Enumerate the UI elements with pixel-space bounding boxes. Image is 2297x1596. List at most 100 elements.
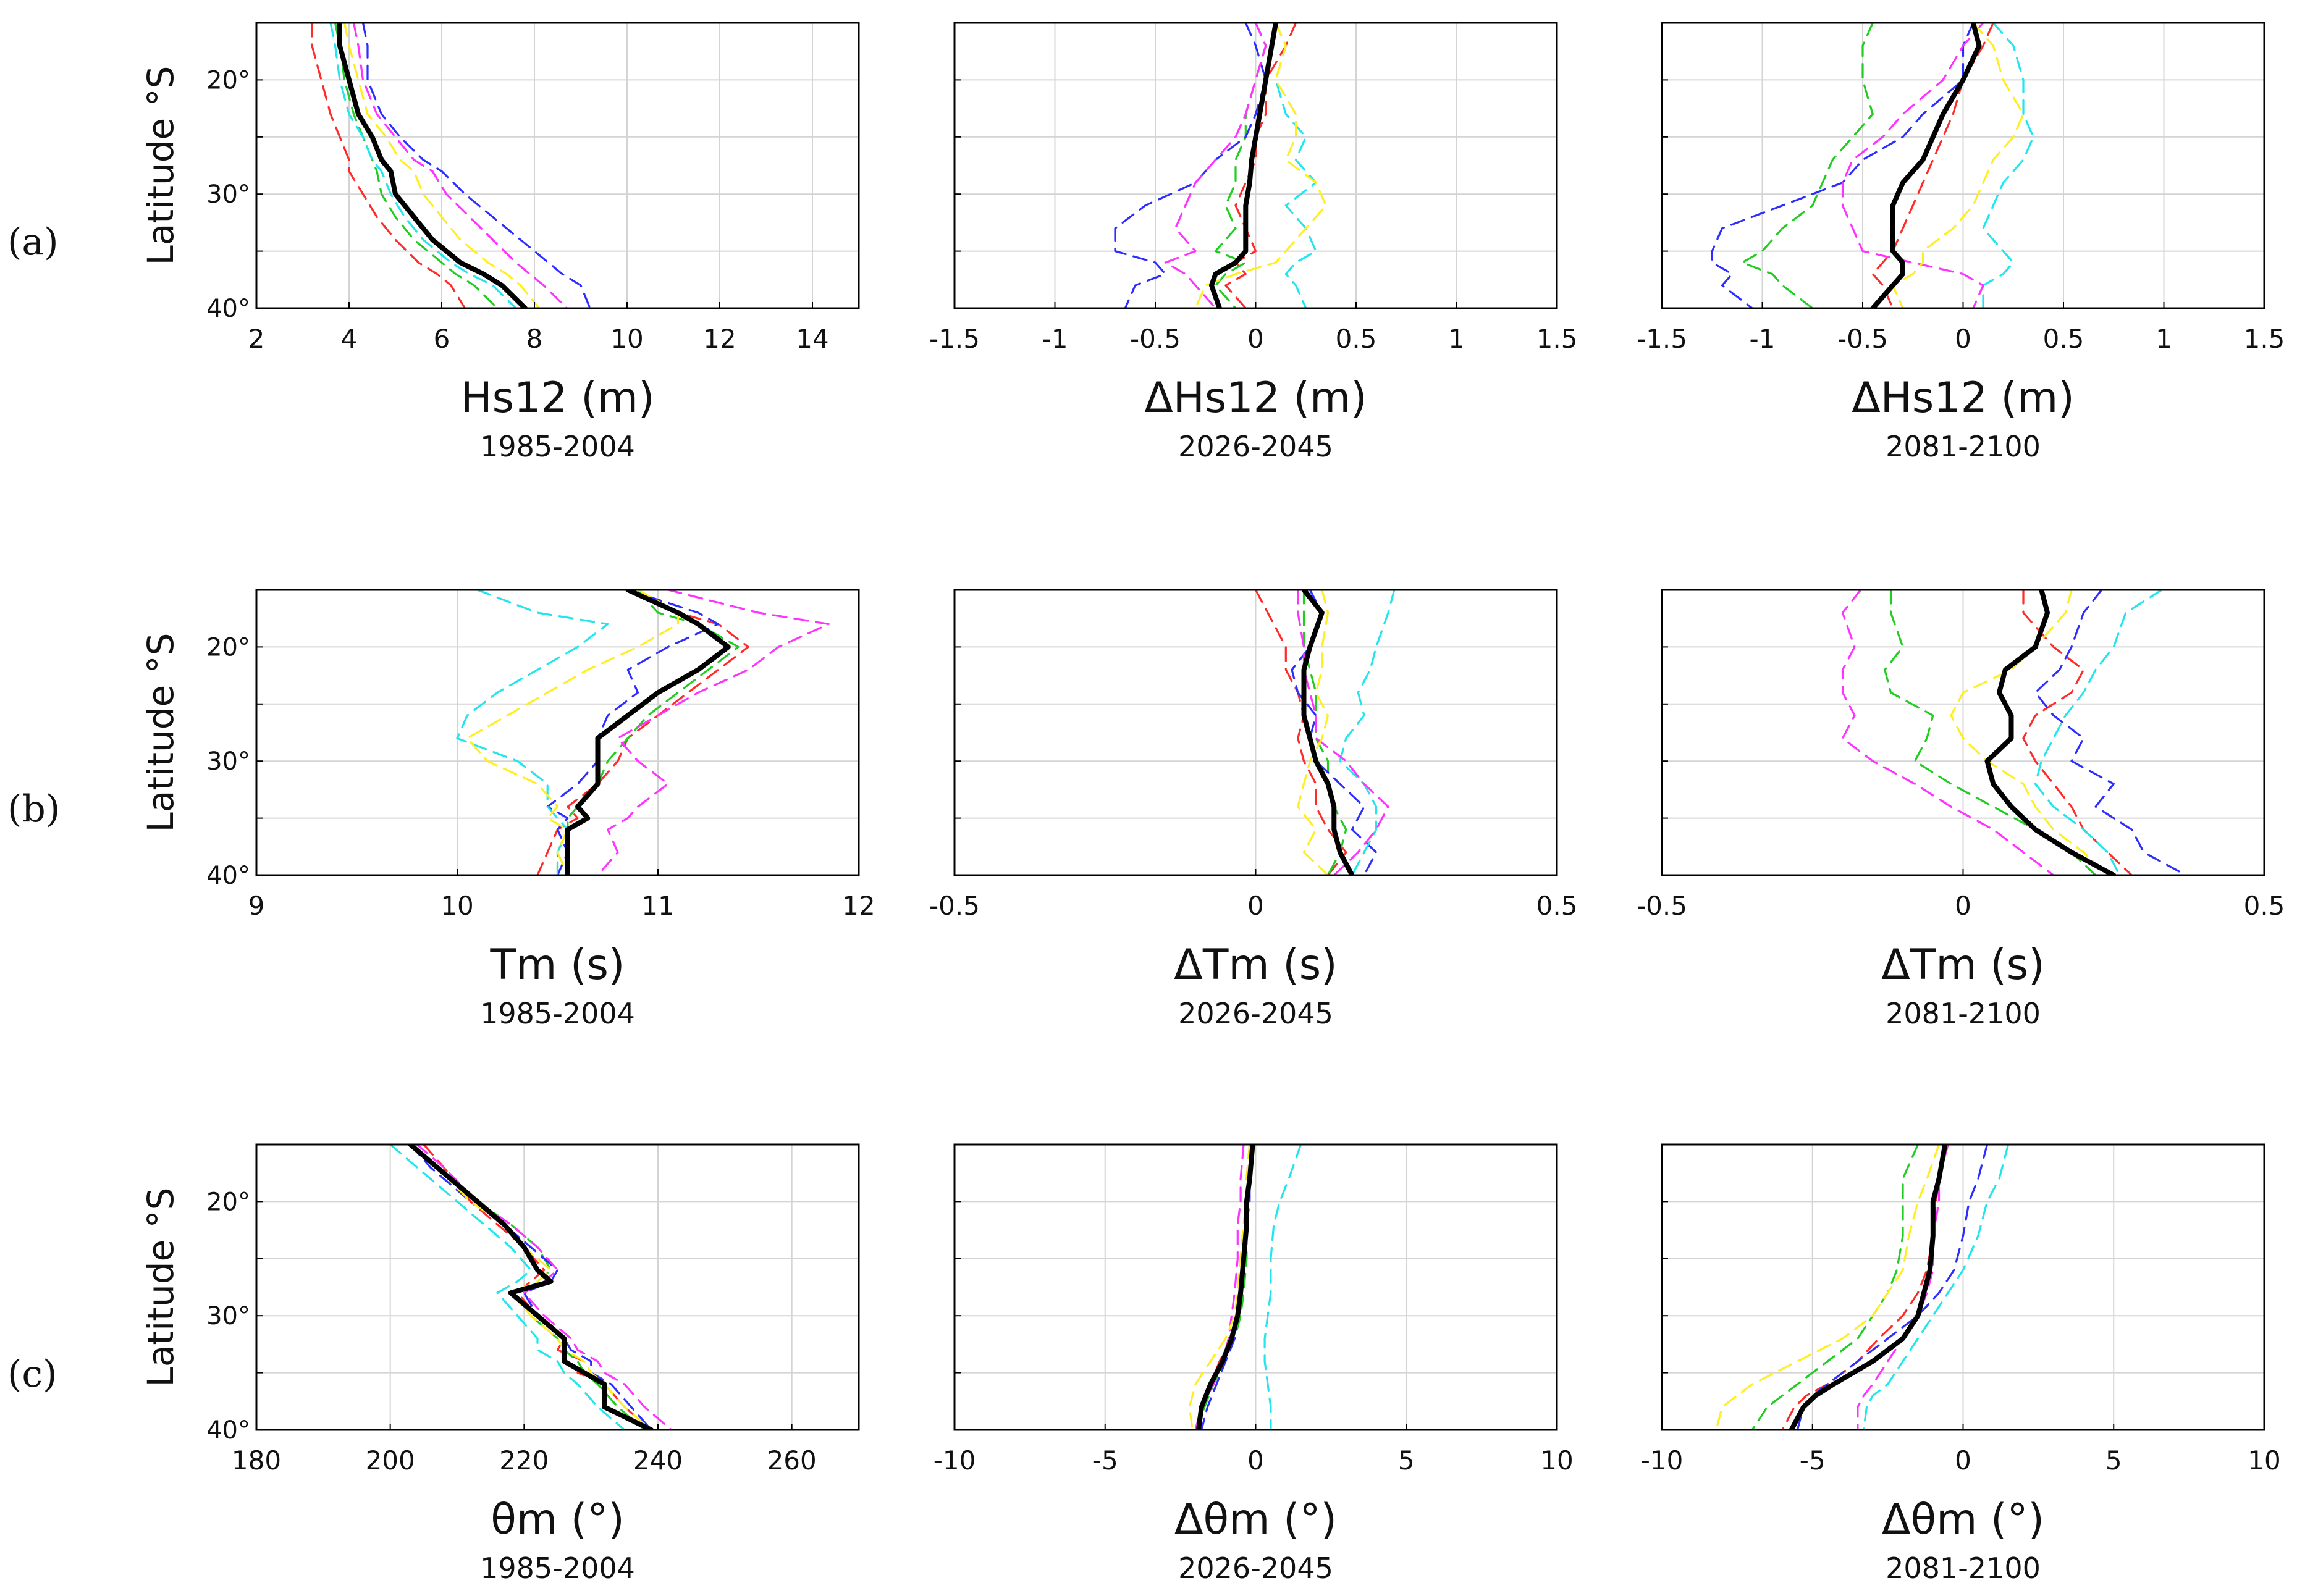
panel-2-2: -10 -5 0 5 10 Δθm (°) 2081-2100 bbox=[1641, 1143, 2281, 1585]
panel-1-1: -0.5 0 0.5 ΔTm (s) 2026-2045 bbox=[929, 589, 1578, 1030]
y-tick-label: 20° bbox=[206, 1188, 250, 1216]
y-tick-label: 30° bbox=[206, 180, 250, 209]
period-subtitle: 1985-2004 bbox=[480, 430, 635, 463]
period-subtitle: 1985-2004 bbox=[480, 1552, 635, 1585]
series-line-ensemble-mean bbox=[1789, 1144, 1948, 1430]
series-line-model-cyan bbox=[329, 23, 517, 308]
series-line-model-blue bbox=[409, 1144, 652, 1430]
series-line-model-blue bbox=[2034, 590, 2187, 875]
series-line-model-cyan bbox=[1263, 1144, 1302, 1430]
y-axis-label: Latitude °S bbox=[140, 1188, 182, 1387]
x-tick-label: 9 bbox=[248, 891, 265, 921]
panel-1-0: 9 10 11 12 Tm (s) 1985-2004 20° 30° 40° Latitude … bbox=[140, 589, 875, 1030]
series-group bbox=[1114, 23, 1327, 308]
x-tick-label: 200 bbox=[366, 1445, 415, 1476]
x-tick-label: 1.5 bbox=[2244, 324, 2285, 354]
series-line-model-yellow bbox=[1892, 23, 2025, 308]
x-tick-label: 0 bbox=[1247, 324, 1264, 354]
x-tick-label: 10 bbox=[610, 324, 643, 354]
y-tick-label: 30° bbox=[206, 1302, 250, 1330]
x-axis-label: ΔTm (s) bbox=[1881, 941, 2044, 989]
x-tick-label: 260 bbox=[767, 1445, 817, 1476]
series-line-ensemble-mean bbox=[1301, 590, 1355, 875]
period-subtitle: 2081-2100 bbox=[1886, 1552, 2041, 1585]
x-tick-label: 0 bbox=[1247, 891, 1264, 921]
x-tick-label: 12 bbox=[842, 891, 875, 921]
period-subtitle: 2081-2100 bbox=[1886, 997, 2041, 1030]
x-axis-label: Tm (s) bbox=[490, 941, 625, 989]
x-tick-label: -10 bbox=[934, 1445, 976, 1476]
x-tick-label: 11 bbox=[641, 891, 674, 921]
row-label-a: (a) bbox=[7, 220, 59, 264]
x-tick-label: 0 bbox=[1955, 324, 1971, 354]
series-line-model-blue bbox=[1711, 23, 1975, 308]
series-group bbox=[1188, 1144, 1302, 1430]
series-line-model-green bbox=[334, 23, 499, 308]
x-tick-label: -0.5 bbox=[929, 891, 980, 921]
panel-2-0: 180 200 220 240 260 θm (°) 1985-2004 20° 30° 40° L… bbox=[140, 1143, 860, 1585]
x-tick-label: -0.5 bbox=[1130, 324, 1181, 354]
y-tick-label: 40° bbox=[206, 862, 250, 890]
x-tick-label: 4 bbox=[341, 324, 358, 354]
x-tick-label: 0.5 bbox=[1536, 891, 1578, 921]
series-group bbox=[311, 23, 591, 308]
series-group bbox=[1715, 1144, 2010, 1430]
series-line-model-green bbox=[1741, 23, 1874, 308]
row-label-b: (b) bbox=[7, 788, 60, 831]
x-tick-label: -10 bbox=[1641, 1445, 1684, 1476]
series-line-model-blue bbox=[361, 23, 591, 308]
x-tick-label: -5 bbox=[1800, 1445, 1826, 1476]
row-labels: (a) (b) (c) bbox=[7, 220, 60, 1396]
x-tick-label: 0 bbox=[1247, 1445, 1264, 1476]
series-line-model-magenta bbox=[596, 590, 830, 875]
series-line-model-yellow bbox=[1194, 23, 1327, 308]
plot-frame bbox=[255, 22, 860, 309]
x-tick-label: 2 bbox=[248, 324, 265, 354]
x-tick-label: -1.5 bbox=[1637, 324, 1687, 354]
x-tick-label: 0.5 bbox=[2043, 324, 2084, 354]
series-line-model-yellow bbox=[1715, 1144, 1941, 1430]
plot-frame bbox=[255, 1143, 860, 1431]
x-axis-label: Δθm (°) bbox=[1174, 1495, 1337, 1544]
plot-frame bbox=[255, 589, 860, 876]
series-line-ensemble-mean bbox=[408, 1144, 654, 1430]
x-tick-label: -1 bbox=[1750, 324, 1776, 354]
series-line-model-yellow bbox=[343, 23, 541, 308]
panel-0-1: -1.5 -1 -0.5 0 0.5 1 1.5 ΔHs12 (m) 2026-2045 bbox=[929, 22, 1577, 463]
x-tick-label: 1 bbox=[1448, 324, 1465, 354]
series-line-model-magenta bbox=[1297, 590, 1389, 875]
x-tick-label: -0.5 bbox=[1637, 891, 1687, 921]
y-tick-label: 40° bbox=[206, 1416, 250, 1445]
y-tick-label: 20° bbox=[206, 633, 250, 662]
period-subtitle: 1985-2004 bbox=[480, 997, 635, 1030]
y-axis-label: Latitude °S bbox=[140, 633, 182, 833]
series-line-model-cyan bbox=[389, 1144, 626, 1430]
series-line-ensemble-mean bbox=[1870, 23, 1982, 308]
series-line-ensemble-mean bbox=[1984, 590, 2117, 875]
x-axis-label: ΔHs12 (m) bbox=[1852, 374, 2075, 422]
panel-2-1: -10 -5 0 5 10 Δθm (°) 2026-2045 bbox=[934, 1143, 1574, 1585]
series-line-model-red bbox=[1254, 590, 1347, 875]
row-label-c: (c) bbox=[7, 1353, 57, 1396]
x-tick-label: -0.5 bbox=[1837, 324, 1888, 354]
x-tick-label: 0 bbox=[1955, 1445, 1971, 1476]
series-line-model-magenta bbox=[1841, 590, 2055, 875]
series-line-ensemble-mean bbox=[1209, 23, 1278, 308]
panel-0-2: -1.5 -1 -0.5 0 0.5 1 1.5 ΔHs12 (m) 2081-2100 bbox=[1637, 22, 2285, 463]
series-line-model-yellow bbox=[1297, 590, 1330, 875]
x-axis-label: ΔHs12 (m) bbox=[1144, 374, 1367, 422]
series-line-ensemble-mean bbox=[337, 23, 528, 308]
x-tick-label: 14 bbox=[796, 324, 828, 354]
series-line-model-yellow bbox=[466, 590, 680, 875]
x-tick-label: 240 bbox=[633, 1445, 683, 1476]
x-tick-label: 0 bbox=[1955, 891, 1971, 921]
x-axis-label: Δθm (°) bbox=[1882, 1495, 2044, 1544]
period-subtitle: 2081-2100 bbox=[1886, 430, 2041, 463]
series-line-model-magenta bbox=[1841, 23, 1984, 308]
series-line-model-magenta bbox=[416, 1144, 673, 1430]
series-group bbox=[456, 590, 830, 875]
series-line-model-cyan bbox=[1982, 23, 2034, 308]
series-group bbox=[389, 1144, 673, 1430]
x-tick-label: 220 bbox=[499, 1445, 549, 1476]
